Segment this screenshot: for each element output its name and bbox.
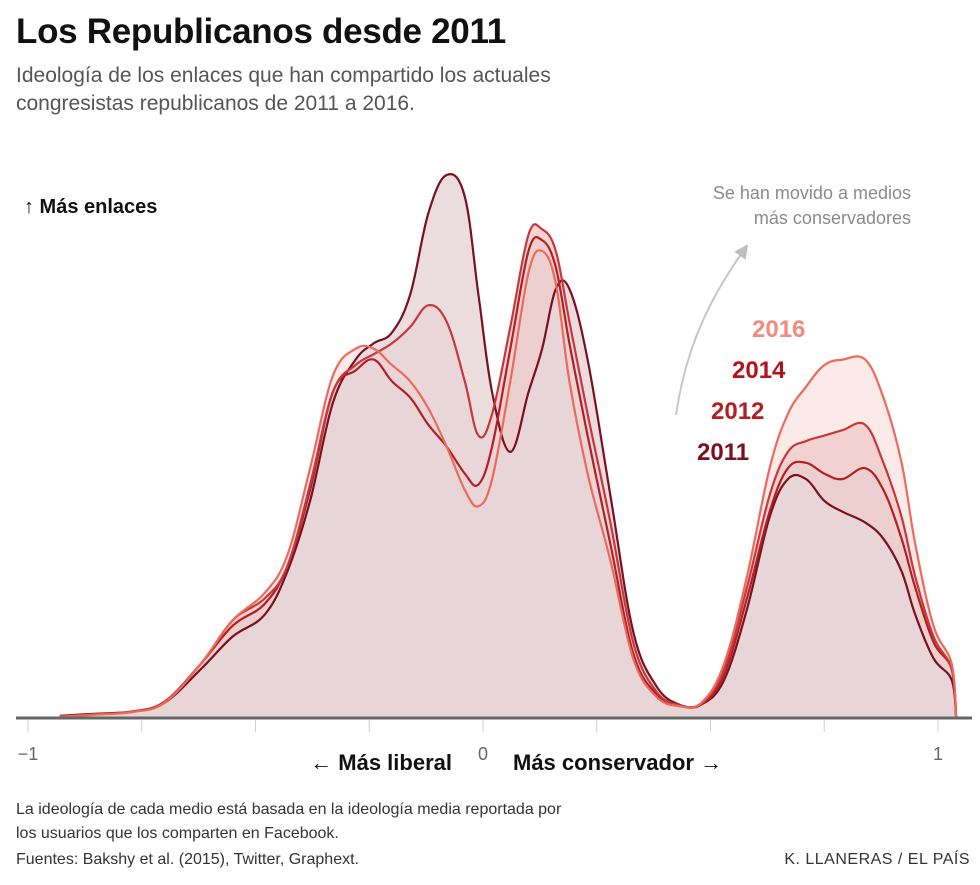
x-tick-label-1: 0	[478, 744, 488, 764]
series-label-2011: 2011	[697, 439, 749, 466]
series-label-2016: 2016	[752, 316, 805, 343]
x-axis: −1 0 1	[16, 718, 972, 764]
x-label-conservative: Más conservador →	[513, 750, 722, 775]
annotation-line-1: Se han movido a medios	[713, 183, 911, 203]
credit: K. LLANERAS / EL PAÍS	[784, 851, 970, 869]
density-chart: −1 0 1 ↑ Más enlaces Se han movido a medio…	[0, 0, 980, 885]
annotation-line-2: más conservadores	[754, 208, 911, 228]
series-label-2012: 2012	[711, 398, 764, 425]
x-label-liberal: ← Más liberal	[310, 750, 452, 775]
series-label-2014: 2014	[732, 357, 786, 384]
annotation-arrow	[676, 250, 744, 415]
x-tick-label-0: −1	[18, 744, 39, 764]
x-tick-label-2: 1	[933, 744, 943, 764]
y-axis-label: ↑ Más enlaces	[24, 196, 157, 218]
sources: Fuentes: Bakshy et al. (2015), Twitter, …	[16, 851, 359, 869]
methodology-note: La ideología de cada medio está basada e…	[16, 798, 576, 846]
series-areas	[60, 174, 956, 718]
